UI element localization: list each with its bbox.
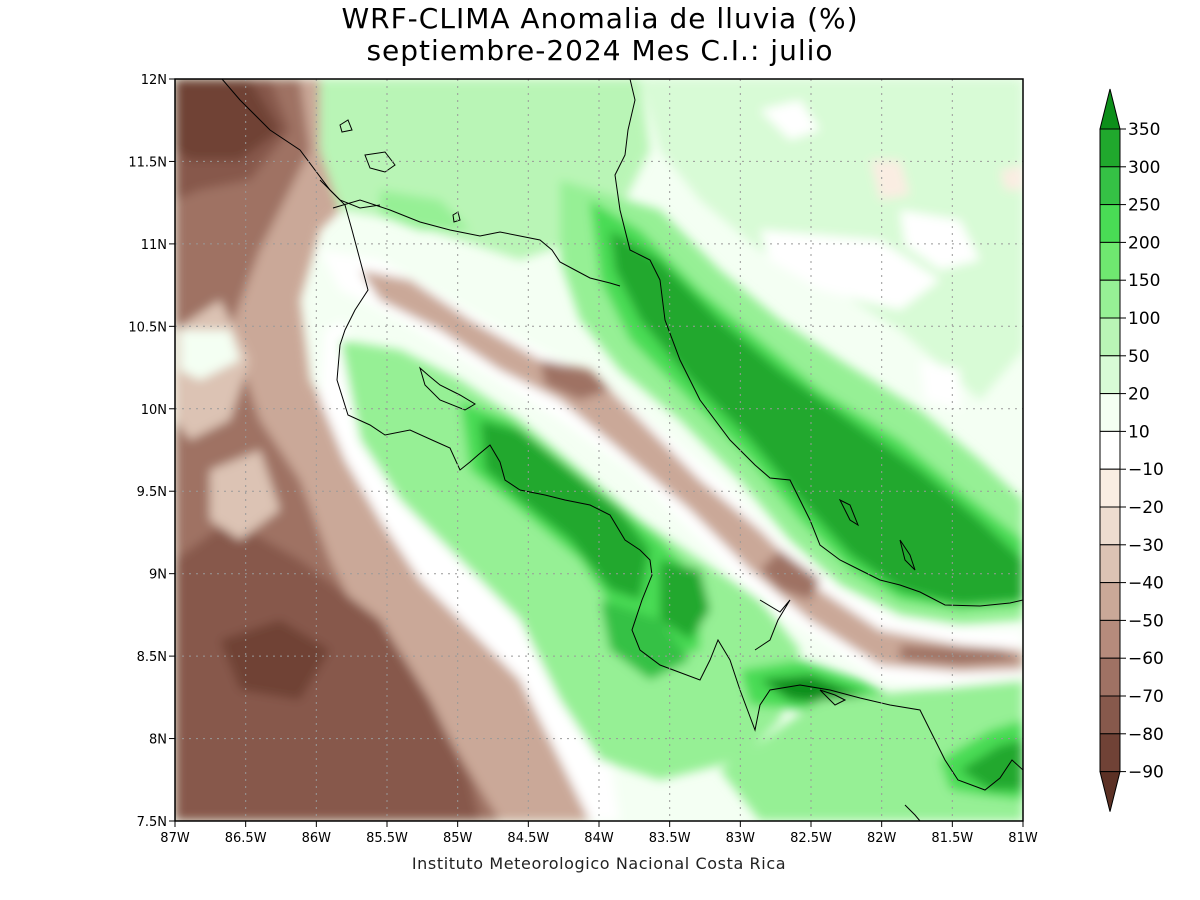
lon-tick-label: 84W [584,831,614,846]
lat-tick-label: 10.5N [128,320,167,335]
colorbar-bin [1099,204,1121,243]
lon-tick-label: 86W [302,831,332,846]
colorbar-bin [1099,582,1121,621]
colorbar-label: −60 [1128,649,1164,669]
colorbar-bin [1099,430,1121,470]
latitude-axis: 12N 11.5N 11N 10.5N 10N 9.5N 9N 8.5N 8N 7.5N [128,73,175,830]
colorbar-label: 250 [1128,196,1160,216]
colorbar-label: 350 [1128,120,1160,140]
lon-tick-label: 85.5W [366,831,408,846]
credit-text: Instituto Meteorologico Nacional Costa R… [411,854,787,873]
colorbar-bin [1099,317,1121,357]
colorbar-label: −70 [1128,687,1164,707]
colorbar-bin [1099,619,1121,659]
colorbar-top-arrow [1099,88,1121,130]
colorbar-label: 300 [1128,158,1160,178]
lon-tick-label: 86.5W [225,831,267,846]
map-title-line2: septiembre-2024 Mes C.I.: julio [366,34,834,67]
colorbar-bin [1099,733,1121,773]
lon-tick-label: 81.5W [931,831,973,846]
lon-tick-label: 81W [1008,831,1038,846]
lat-tick-label: 11.5N [128,155,167,170]
colorbar-label: 20 [1128,385,1150,405]
colorbar-label: 10 [1128,422,1150,442]
colorbar-label: −50 [1128,611,1164,631]
colorbar-bin [1099,393,1121,432]
colorbar-bin [1099,241,1121,281]
colorbar-bin [1099,279,1121,319]
colorbar-label: −10 [1128,460,1164,480]
graticule [175,79,1023,821]
colorbar-bin [1099,506,1121,546]
colorbar-label: −90 [1128,763,1164,783]
colorbar-bin [1099,355,1121,395]
colorbar-label: 150 [1128,271,1160,291]
lat-tick-label: 7.5N [137,815,167,830]
colorbar-bottom-arrow [1099,771,1121,812]
colorbar-bin [1099,128,1121,168]
colorbar-label: −80 [1128,725,1164,745]
colorbar-bin [1099,657,1121,697]
colorbar-bin [1099,695,1121,735]
lat-tick-label: 8N [149,733,167,748]
colorbar-label: 50 [1128,347,1150,367]
colorbar-bin [1099,544,1121,584]
lat-tick-label: 12N [141,73,167,88]
lon-tick-label: 87W [160,831,190,846]
lat-tick-label: 8.5N [137,650,167,665]
lon-tick-label: 83.5W [649,831,691,846]
longitude-axis: 87W 86.5W 86W 85.5W 85W 84.5W 84W 83.5W 83W 82.5W… [160,821,1038,846]
colorbar-label: −30 [1128,536,1164,556]
lat-tick-label: 10N [141,403,167,418]
map-title-line1: WRF-CLIMA Anomalia de lluvia (%) [341,2,859,35]
coastlines [221,79,1023,821]
lat-tick-label: 9N [149,568,167,583]
colorbar: 350 300 250 200 150 100 50 20 10 −10 −20 −30 −40 −50 −… [1099,88,1164,812]
lon-tick-label: 84.5W [507,831,549,846]
lon-tick-label: 83W [726,831,756,846]
lon-tick-label: 82.5W [790,831,832,846]
colorbar-label: 200 [1128,233,1160,253]
lon-tick-label: 82W [867,831,897,846]
colorbar-bin [1099,468,1121,508]
lat-tick-label: 9.5N [137,485,167,500]
colorbar-label: −40 [1128,574,1164,594]
colorbar-label: −20 [1128,498,1164,518]
colorbar-label: 100 [1128,309,1160,329]
lon-tick-label: 85W [443,831,473,846]
lat-tick-label: 11N [141,238,167,253]
colorbar-bin [1099,166,1121,206]
